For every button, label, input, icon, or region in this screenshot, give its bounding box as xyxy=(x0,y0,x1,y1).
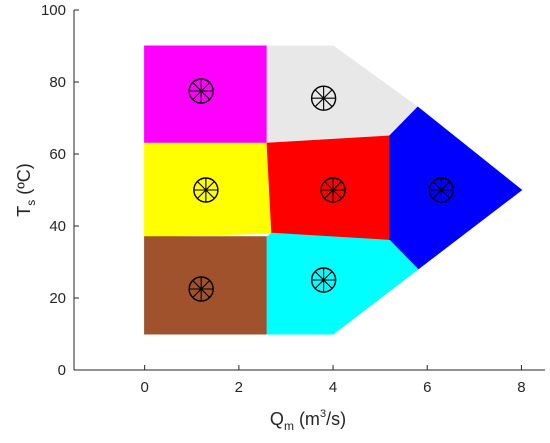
centroid-spoke xyxy=(314,271,333,289)
region-4 xyxy=(266,135,391,241)
region-7 xyxy=(266,232,419,335)
x-axis-label: Qm (m3/s) xyxy=(270,408,346,433)
x-tick-label: 6 xyxy=(423,379,431,396)
centroid-marker-6 xyxy=(188,276,214,302)
centroid-marker-3 xyxy=(193,177,219,203)
centroid-markers xyxy=(188,78,455,302)
centroid-marker-5 xyxy=(428,177,455,203)
x-tick-label: 4 xyxy=(329,379,337,396)
region-1 xyxy=(144,45,268,144)
centroid-spoke xyxy=(192,280,211,298)
centroid-spoke xyxy=(197,181,215,199)
region-6 xyxy=(144,236,268,335)
centroid-spoke xyxy=(432,181,451,199)
y-tick-label: 0 xyxy=(58,362,66,379)
centroid-spoke xyxy=(192,82,211,100)
centroid-marker-4 xyxy=(320,177,346,203)
region-2 xyxy=(266,45,419,144)
axes xyxy=(73,9,545,371)
centroid-marker-2 xyxy=(310,85,337,111)
region-5 xyxy=(389,106,523,270)
x-tick-label: 0 xyxy=(140,379,148,396)
centroid-spoke xyxy=(314,89,333,108)
y-tick-label: 20 xyxy=(49,290,66,307)
centroid-spoke xyxy=(324,181,342,199)
centroid-marker-1 xyxy=(188,78,214,104)
y-tick-label: 100 xyxy=(41,2,66,19)
x-tick-label: 2 xyxy=(235,379,243,396)
y-axis-label: Ts (ºC) xyxy=(14,163,38,217)
y-tick-label: 40 xyxy=(49,218,66,235)
y-tick-label: 60 xyxy=(49,146,66,163)
x-tick-label: 8 xyxy=(517,379,525,396)
y-tick-label: 80 xyxy=(49,74,66,91)
centroid-marker-7 xyxy=(310,267,337,293)
